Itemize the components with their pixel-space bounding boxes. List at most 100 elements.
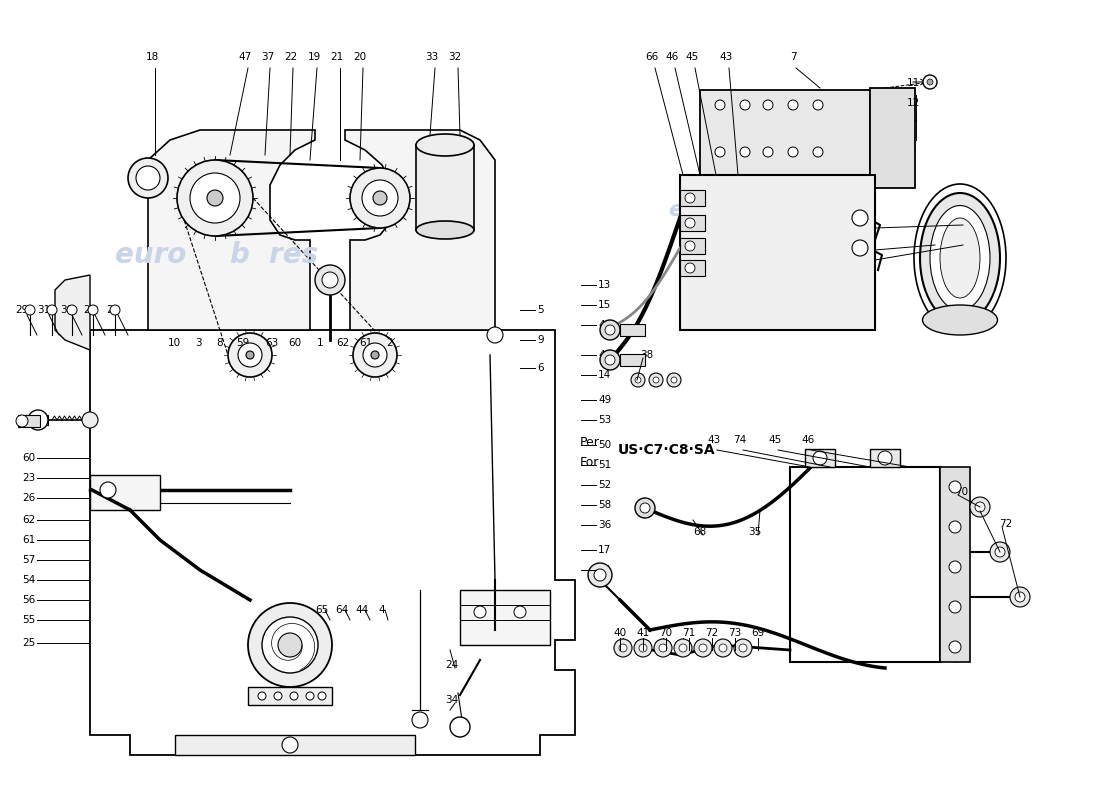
Circle shape (588, 563, 612, 587)
Circle shape (640, 503, 650, 513)
Text: Per: Per (580, 437, 600, 450)
Text: 65: 65 (316, 605, 329, 615)
Text: 61: 61 (22, 535, 35, 545)
Circle shape (514, 606, 526, 618)
Circle shape (813, 100, 823, 110)
Circle shape (290, 692, 298, 700)
Text: 55: 55 (22, 615, 35, 625)
Bar (90, 475, 160, 510)
Circle shape (47, 305, 57, 315)
Bar (680, 190, 705, 206)
Text: 69: 69 (751, 628, 764, 638)
Text: 64: 64 (336, 605, 349, 615)
Text: 48: 48 (598, 320, 612, 330)
Circle shape (996, 547, 1005, 557)
Text: 49: 49 (598, 395, 612, 405)
Text: b  res: b res (230, 241, 318, 269)
Circle shape (949, 481, 961, 493)
Circle shape (322, 272, 338, 288)
Text: euro: euro (116, 241, 186, 269)
Text: 66: 66 (646, 52, 659, 62)
Text: 72: 72 (999, 519, 1012, 529)
Circle shape (619, 644, 627, 652)
Circle shape (238, 343, 262, 367)
Circle shape (350, 168, 410, 228)
Circle shape (605, 325, 615, 335)
Text: 14: 14 (598, 370, 612, 380)
Circle shape (605, 355, 615, 365)
Circle shape (278, 633, 303, 657)
Circle shape (25, 305, 35, 315)
Circle shape (878, 451, 892, 465)
Ellipse shape (923, 305, 998, 335)
Circle shape (450, 717, 470, 737)
Circle shape (949, 601, 961, 613)
Text: 22: 22 (285, 52, 298, 62)
Circle shape (371, 351, 380, 359)
Bar (870, 449, 900, 467)
Bar (790, 467, 940, 662)
Text: 70: 70 (659, 628, 672, 638)
Text: 10: 10 (167, 338, 180, 348)
Circle shape (949, 641, 961, 653)
Text: 8: 8 (217, 338, 223, 348)
Circle shape (788, 100, 798, 110)
Bar (805, 449, 835, 467)
Circle shape (685, 193, 695, 203)
Text: 63: 63 (265, 338, 278, 348)
Bar (416, 145, 474, 230)
Circle shape (852, 240, 868, 256)
Text: 4: 4 (378, 605, 385, 615)
Circle shape (813, 147, 823, 157)
Text: 21: 21 (330, 52, 343, 62)
Circle shape (207, 190, 223, 206)
Circle shape (600, 320, 620, 340)
Circle shape (306, 692, 313, 700)
Ellipse shape (416, 134, 474, 156)
Text: 44: 44 (355, 605, 368, 615)
Text: 9: 9 (537, 335, 543, 345)
Circle shape (282, 737, 298, 753)
Circle shape (639, 644, 647, 652)
Text: 50: 50 (598, 440, 612, 450)
Text: 54: 54 (22, 575, 35, 585)
Text: 56: 56 (22, 595, 35, 605)
Circle shape (852, 210, 868, 226)
Circle shape (685, 241, 695, 251)
Text: 60: 60 (22, 453, 35, 463)
Circle shape (654, 639, 672, 657)
Ellipse shape (920, 193, 1000, 323)
Circle shape (228, 333, 272, 377)
Text: 61: 61 (360, 338, 373, 348)
Text: 35: 35 (960, 215, 974, 225)
Circle shape (949, 561, 961, 573)
Circle shape (671, 377, 676, 383)
Text: 37: 37 (262, 52, 275, 62)
Circle shape (813, 451, 827, 465)
Text: euro: euro (668, 200, 725, 220)
Text: 43: 43 (719, 52, 733, 62)
Text: 15: 15 (598, 300, 612, 310)
Circle shape (363, 343, 387, 367)
Text: 29: 29 (15, 305, 29, 315)
Circle shape (685, 263, 695, 273)
Circle shape (373, 191, 387, 205)
Circle shape (248, 603, 332, 687)
Ellipse shape (416, 221, 474, 239)
Circle shape (634, 639, 652, 657)
Text: 43: 43 (707, 435, 721, 445)
Text: 35: 35 (748, 527, 761, 537)
Text: 73: 73 (728, 628, 741, 638)
Text: 45: 45 (769, 435, 782, 445)
Text: 26: 26 (22, 493, 35, 503)
Text: 68: 68 (693, 527, 706, 537)
Polygon shape (55, 275, 90, 350)
Text: b  res: b res (748, 200, 818, 220)
Text: 59: 59 (236, 338, 250, 348)
Circle shape (679, 644, 688, 652)
Circle shape (990, 542, 1010, 562)
Circle shape (715, 147, 725, 157)
Circle shape (128, 158, 168, 198)
Circle shape (1010, 587, 1030, 607)
Bar (620, 324, 645, 336)
